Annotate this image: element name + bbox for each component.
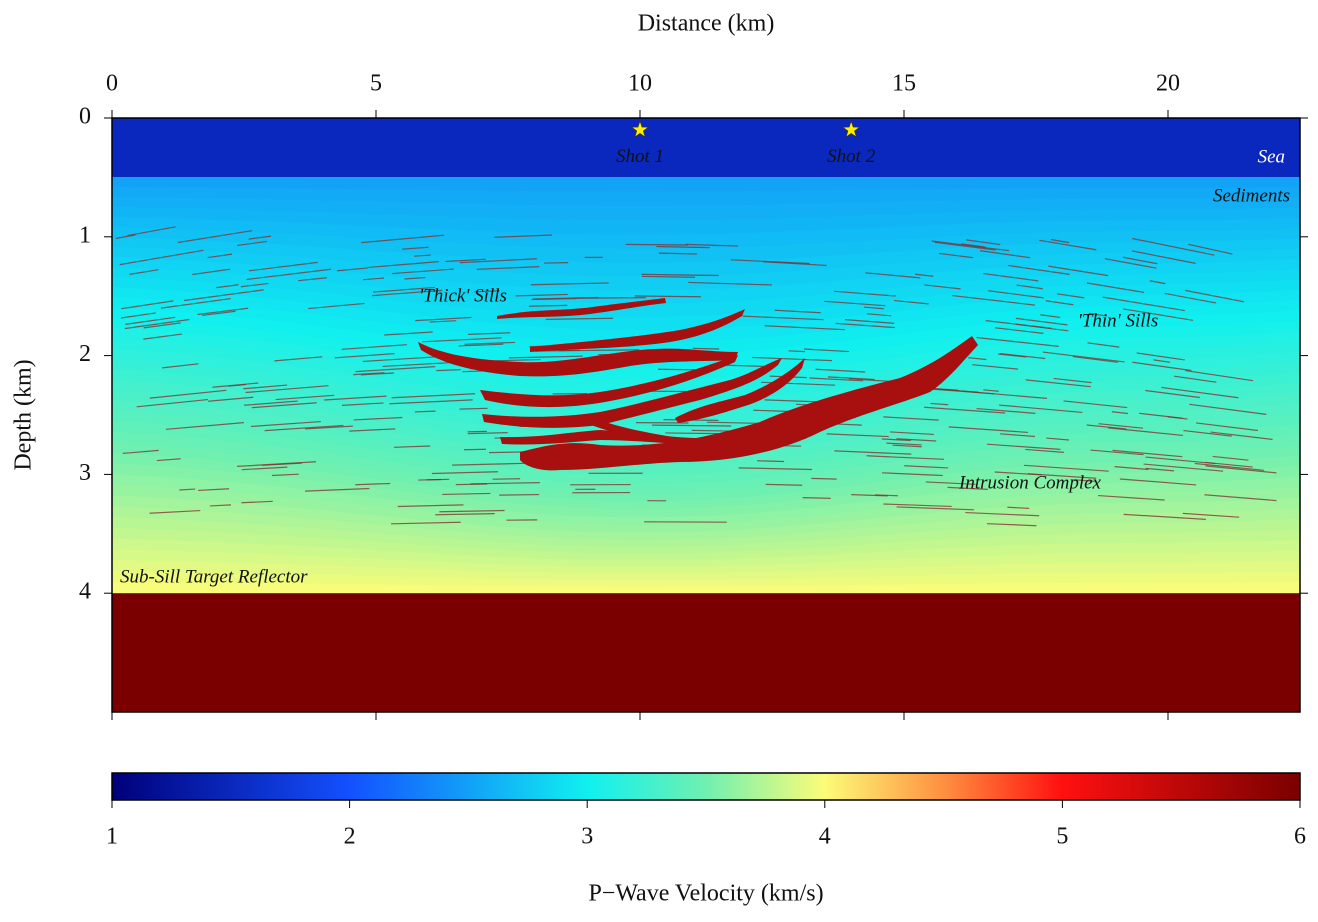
reflector-dash: [489, 452, 524, 453]
reflector-dash: [460, 408, 488, 409]
colorbar: [112, 773, 1300, 800]
reflector-dash: [642, 276, 695, 277]
x-tick-label: 20: [1156, 71, 1180, 97]
shot-label: Shot 2: [827, 146, 876, 167]
colorbar-tick-label: 3: [581, 824, 593, 850]
figure: 0510152001234 Distance (km) Depth (km) P…: [0, 0, 1318, 917]
reflector-dash: [626, 244, 688, 245]
x-axis-title: Distance (km): [638, 11, 775, 37]
reflector-dash: [464, 449, 486, 450]
reflector-dash: [811, 478, 836, 479]
y-tick-label: 1: [79, 222, 91, 248]
annotation: 'Thin' Sills: [1078, 310, 1158, 331]
colorbar-title: P−Wave Velocity (km/s): [588, 881, 823, 907]
reflector-dash: [693, 348, 719, 349]
y-tick-label: 4: [79, 579, 91, 605]
y-axis-title: Depth (km): [11, 359, 37, 470]
colorbar-tick-label: 6: [1294, 824, 1306, 850]
shot-label: Shot 1: [616, 146, 664, 167]
x-tick-label: 5: [370, 71, 382, 97]
x-tick-label: 10: [628, 71, 652, 97]
reflector-dash: [803, 498, 831, 499]
reflector-dash: [635, 296, 701, 297]
layer: [112, 118, 1300, 177]
annotation: Intrusion Complex: [958, 472, 1102, 493]
layer-label: Sub-Sill Target Reflector: [120, 566, 308, 587]
reflector-dash: [658, 369, 699, 370]
reflector-dash: [415, 411, 436, 412]
colorbar-tick-label: 1: [106, 824, 118, 850]
reflector-dash: [529, 305, 567, 306]
reflector-dash: [665, 433, 718, 434]
y-tick-label: 2: [79, 341, 91, 367]
colorbar-tick-label: 2: [344, 824, 356, 850]
reflector-dash: [418, 479, 441, 480]
y-tick-label: 0: [79, 104, 91, 130]
y-tick-label: 3: [79, 460, 91, 486]
reflector-dash: [499, 495, 539, 496]
layer-label: Sediments: [1213, 185, 1290, 206]
layer-label: Sea: [1258, 146, 1285, 167]
layer: [112, 593, 1300, 712]
reflector-dash: [875, 495, 898, 496]
x-tick-label: 15: [892, 71, 916, 97]
colorbar-tick-label: 4: [819, 824, 831, 850]
colorbar-tick-label: 5: [1056, 824, 1068, 850]
reflector-dash: [652, 425, 731, 426]
reflector-dash: [757, 461, 784, 462]
annotation: 'Thick' Sills: [419, 285, 507, 306]
x-tick-label: 0: [106, 71, 118, 97]
reflector-dash: [659, 253, 697, 254]
reflector-dash: [789, 351, 806, 352]
